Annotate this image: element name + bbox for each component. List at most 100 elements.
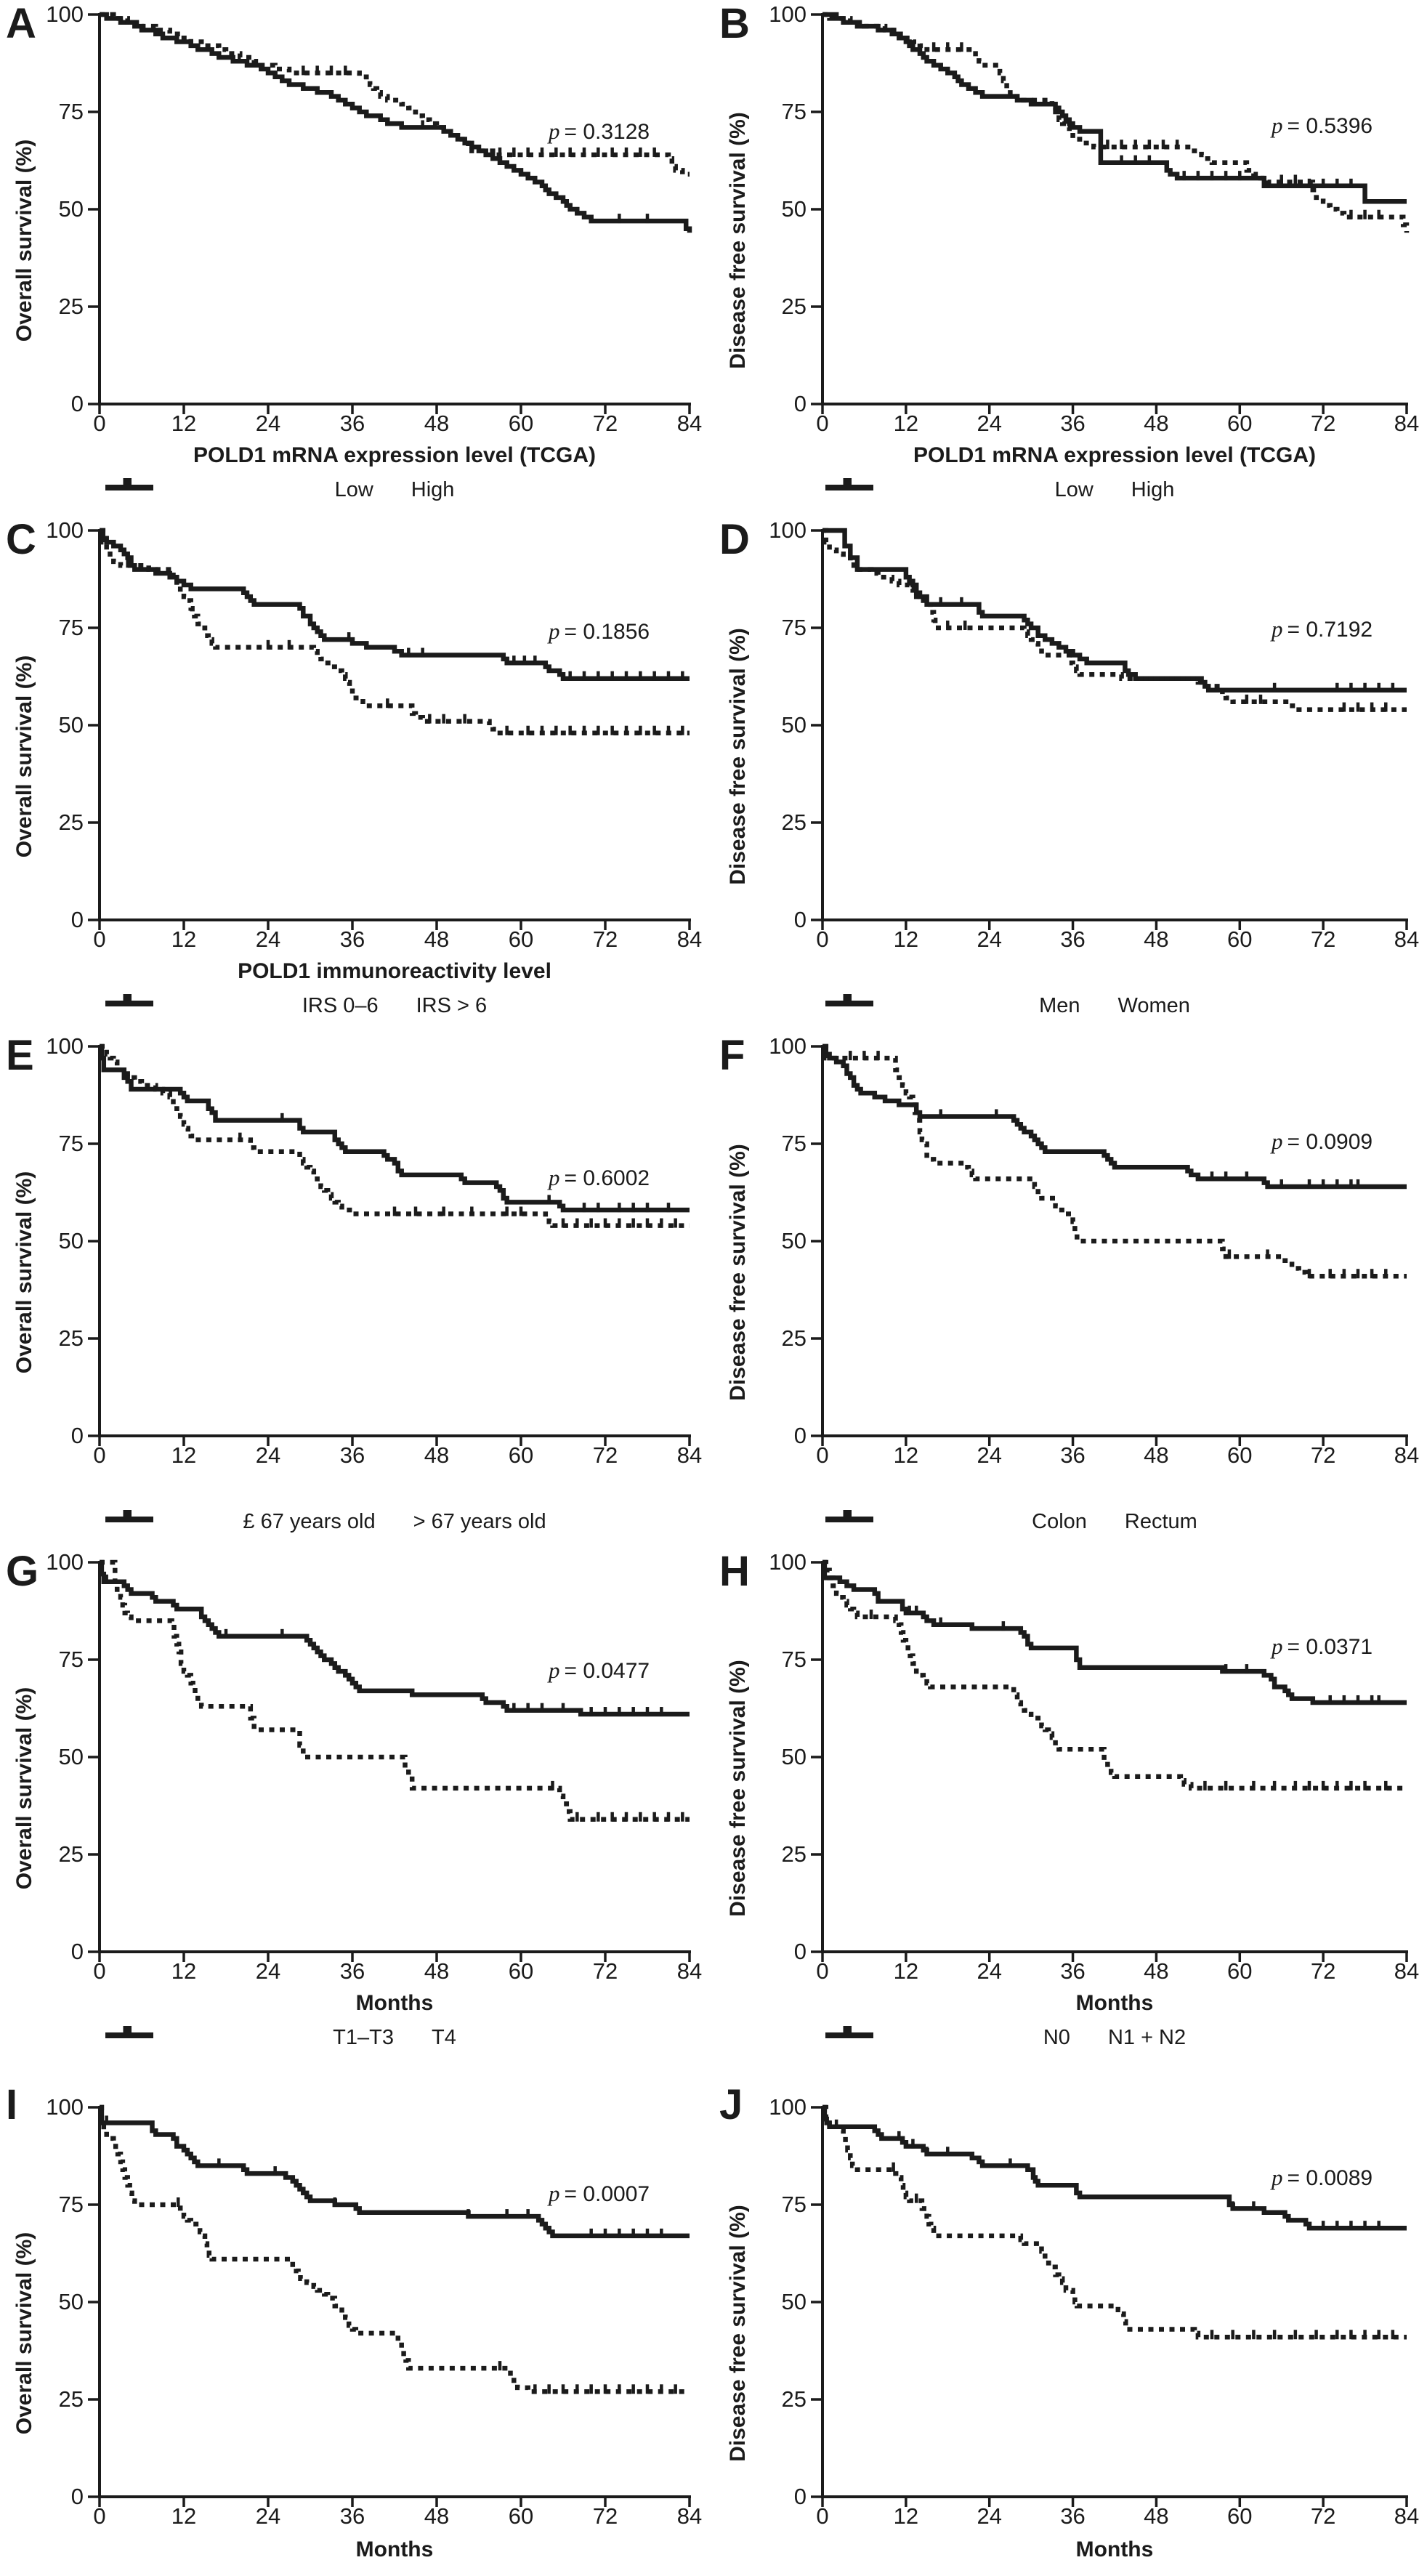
axes bbox=[88, 529, 691, 930]
legend-item-67-years-old: > 67 years old bbox=[105, 1510, 546, 1533]
x-axis-caption: Months bbox=[1075, 1991, 1154, 2015]
axes bbox=[811, 2106, 1408, 2507]
y-tick-label: 100 bbox=[769, 1, 807, 27]
key-dot bbox=[836, 485, 841, 490]
y-tick-label: 25 bbox=[58, 294, 84, 319]
panel-letter: F bbox=[719, 1032, 745, 1079]
axes bbox=[811, 1045, 1408, 1446]
y-tick-label: 0 bbox=[70, 1939, 84, 1964]
key-dot bbox=[116, 2032, 121, 2038]
series-low bbox=[100, 12, 692, 233]
key-dot bbox=[146, 485, 152, 490]
y-tick-label: 0 bbox=[70, 1423, 84, 1448]
y-tick-label: 50 bbox=[781, 1228, 807, 1253]
y-tick-label: 75 bbox=[58, 1647, 84, 1672]
p-value: p = 0.0909 bbox=[1272, 1130, 1373, 1154]
y-tick-label: 25 bbox=[58, 809, 84, 835]
x-tick-label: 0 bbox=[93, 926, 106, 952]
panel-D: D Disease free survival (%) 100 75 50 25 0 0 12 2… bbox=[714, 516, 1427, 1032]
x-tick-label: 12 bbox=[893, 411, 919, 436]
x-tick-label: 24 bbox=[255, 926, 281, 952]
censor-ticks-67-years-old bbox=[280, 1113, 671, 1213]
key-dot bbox=[825, 1001, 831, 1006]
key-dot bbox=[116, 485, 121, 490]
x-tick-label: 60 bbox=[508, 2503, 534, 2529]
key-dot bbox=[136, 2032, 142, 2038]
x-tick-label: 48 bbox=[424, 1442, 450, 1468]
key-dot bbox=[866, 2032, 872, 2038]
x-tick-label: 48 bbox=[1144, 411, 1169, 436]
x-tick-label: 0 bbox=[93, 1442, 106, 1468]
y-tick-label: 100 bbox=[46, 2094, 84, 2120]
legend: Low High bbox=[824, 475, 1405, 504]
y-tick-label: 25 bbox=[58, 1325, 84, 1351]
legend: T1–T3 T4 bbox=[104, 2023, 685, 2052]
p-value-text: = 0.0089 bbox=[1287, 2166, 1373, 2190]
key-dot bbox=[866, 1001, 872, 1006]
x-tick-label: 0 bbox=[816, 2503, 829, 2529]
panel-letter: B bbox=[719, 0, 750, 47]
x-axis-caption: POLD1 immunoreactivity level bbox=[238, 959, 551, 983]
censor-ticks-colon bbox=[939, 1109, 1360, 1189]
y-tick-label: 75 bbox=[58, 1131, 84, 1156]
panel-letter: A bbox=[6, 0, 36, 47]
panel-letter: D bbox=[719, 516, 750, 563]
p-value-text: = 0.1856 bbox=[564, 620, 650, 644]
legend-label: IRS > 6 bbox=[416, 994, 488, 1017]
y-tick-label: 0 bbox=[70, 2484, 84, 2509]
x-tick-label: 36 bbox=[339, 1442, 365, 1468]
x-axis-caption: Months bbox=[355, 2537, 434, 2561]
key-dot bbox=[866, 1517, 872, 1522]
p-value-text: = 0.3128 bbox=[564, 120, 650, 144]
series-men bbox=[822, 528, 1407, 693]
key-dot bbox=[866, 485, 872, 490]
y-tick-label: 50 bbox=[781, 1744, 807, 1769]
p-value: p = 0.7192 bbox=[1272, 618, 1373, 642]
y-tick-label: 50 bbox=[781, 196, 807, 222]
curve-high bbox=[822, 12, 1410, 233]
censor-ticks-women bbox=[946, 621, 1388, 712]
x-tick-label: 72 bbox=[1310, 411, 1336, 436]
p-symbol: p bbox=[549, 118, 560, 144]
axes bbox=[88, 13, 691, 414]
p-symbol: p bbox=[1272, 1634, 1283, 1659]
legend-item-high: High bbox=[825, 478, 1174, 501]
km-plot bbox=[88, 2104, 691, 2507]
x-tick-label: 36 bbox=[1060, 1958, 1086, 1984]
curve-rectum bbox=[822, 1043, 1407, 1279]
y-tick-label: 75 bbox=[781, 99, 807, 124]
y-tick-label: 50 bbox=[58, 1228, 84, 1253]
legend-label: IRS 0–6 bbox=[302, 994, 379, 1017]
p-value: p = 0.3128 bbox=[549, 120, 650, 144]
legend-item-t1-t3: T1–T3 bbox=[105, 2026, 394, 2048]
x-tick-label: 12 bbox=[893, 2503, 919, 2529]
legend-item-colon: Colon bbox=[825, 1510, 1087, 1533]
series-high bbox=[100, 12, 690, 177]
p-value-text: = 0.0007 bbox=[564, 2182, 650, 2206]
series-t4 bbox=[100, 1559, 690, 1822]
series-rectum bbox=[822, 1043, 1407, 1279]
x-tick-label: 12 bbox=[893, 1958, 919, 1984]
key-dot bbox=[105, 1001, 111, 1006]
x-tick-label: 48 bbox=[424, 2503, 450, 2529]
x-tick-label: 84 bbox=[676, 926, 703, 952]
axes bbox=[811, 529, 1408, 930]
series-n0 bbox=[822, 2104, 1407, 2231]
censor-ticks-t1-t3 bbox=[105, 2115, 663, 2238]
x-tick-label: 36 bbox=[1060, 926, 1086, 952]
key-censor-tick bbox=[126, 2026, 132, 2038]
x-tick-label: 24 bbox=[255, 1442, 281, 1468]
legend-item-women: Women bbox=[825, 994, 1190, 1017]
p-value: p = 0.0371 bbox=[1272, 1635, 1373, 1659]
x-tick-label: 0 bbox=[816, 926, 829, 952]
key-dot bbox=[856, 1517, 862, 1522]
y-tick-label: 75 bbox=[781, 1647, 807, 1672]
key-dot bbox=[146, 1001, 152, 1006]
legend-item-t4: T4 bbox=[105, 2026, 456, 2048]
y-tick-label: 50 bbox=[58, 712, 84, 738]
x-tick-label: 72 bbox=[592, 411, 618, 436]
legend-label: Men bbox=[1039, 994, 1080, 1017]
legend-label: Rectum bbox=[1124, 1510, 1197, 1533]
dotted-line-key-icon bbox=[105, 2026, 152, 2038]
key-dot bbox=[146, 1517, 152, 1522]
